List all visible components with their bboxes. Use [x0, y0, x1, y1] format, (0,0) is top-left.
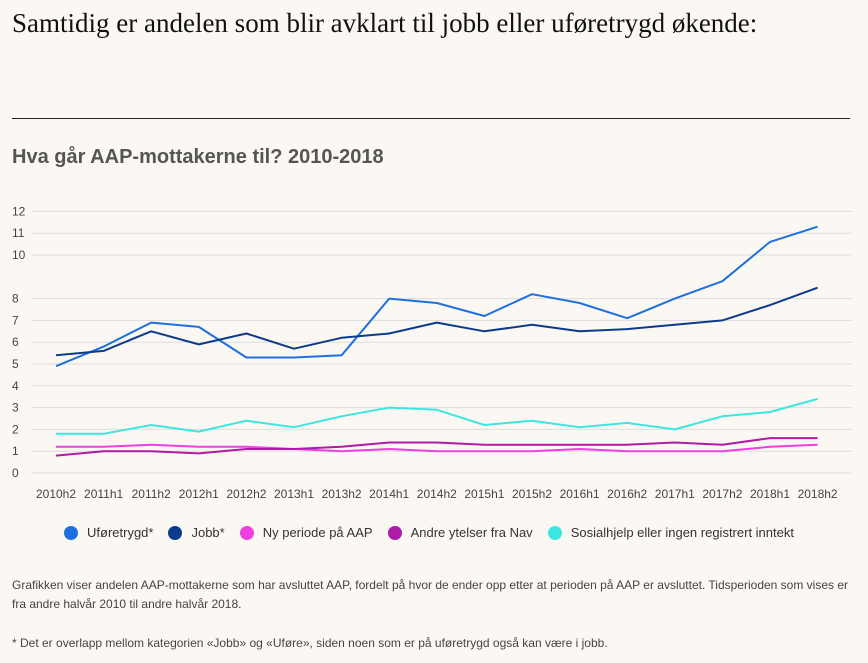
legend-item: Andre ytelser fra Nav	[388, 525, 533, 540]
y-tick-label: 6	[12, 335, 19, 349]
y-tick-label: 3	[12, 401, 19, 415]
series-line	[56, 288, 818, 356]
legend-swatch	[240, 526, 254, 540]
legend-label: Sosialhjelp eller ingen registrert innte…	[571, 525, 794, 540]
chart-note: Grafikken viser andelen AAP-mottakerne s…	[12, 576, 852, 614]
legend-item: Sosialhjelp eller ingen registrert innte…	[548, 525, 794, 540]
chart-legend: Uføretrygd* Jobb* Ny periode på AAP Andre y…	[64, 525, 809, 540]
legend-label: Ny periode på AAP	[263, 525, 373, 540]
legend-item: Uføretrygd*	[64, 525, 153, 540]
footnote: * Det er overlapp mellom kategorien «Job…	[12, 636, 608, 650]
y-tick-label: 4	[12, 379, 19, 393]
x-tick-label: 2018h1	[750, 487, 790, 501]
x-tick-label: 2016h2	[607, 487, 647, 501]
y-tick-label: 12	[12, 204, 26, 218]
series-line	[56, 445, 818, 452]
legend-label: Andre ytelser fra Nav	[411, 525, 533, 540]
legend-swatch	[548, 526, 562, 540]
x-tick-label: 2017h2	[702, 487, 742, 501]
legend-label: Uføretrygd*	[87, 525, 153, 540]
x-tick-label: 2015h2	[512, 487, 552, 501]
x-tick-label: 2011h1	[84, 487, 123, 501]
legend-swatch	[168, 526, 182, 540]
x-tick-label: 2012h2	[226, 487, 266, 501]
y-tick-label: 7	[12, 313, 19, 327]
legend-swatch	[64, 526, 78, 540]
x-tick-label: 2013h2	[322, 487, 362, 501]
x-tick-label: 2015h1	[464, 487, 504, 501]
y-tick-label: 1	[12, 444, 19, 458]
x-tick-label: 2014h1	[369, 487, 409, 501]
y-tick-label: 2	[12, 422, 19, 436]
y-tick-label: 5	[12, 357, 19, 371]
x-tick-label: 2016h1	[560, 487, 600, 501]
series-line	[56, 227, 818, 367]
legend-item: Jobb*	[168, 525, 224, 540]
legend-swatch	[388, 526, 402, 540]
x-tick-label: 2013h1	[274, 487, 314, 501]
x-tick-label: 2014h2	[417, 487, 457, 501]
y-tick-label: 8	[12, 292, 19, 306]
headline: Samtidig er andelen som blir avklart til…	[12, 8, 757, 39]
legend-label: Jobb*	[191, 525, 224, 540]
y-tick-label: 10	[12, 248, 26, 262]
x-tick-label: 2012h1	[179, 487, 219, 501]
x-tick-label: 2017h1	[655, 487, 695, 501]
series-line	[56, 399, 818, 434]
series-line	[56, 438, 818, 456]
chart-title: Hva går AAP-mottakerne til? 2010-2018	[12, 146, 384, 169]
x-tick-label: 2018h2	[798, 487, 838, 501]
y-tick-label: 0	[12, 466, 19, 480]
x-tick-label: 2011h2	[132, 487, 171, 501]
x-tick-label: 2010h2	[36, 487, 76, 501]
divider	[12, 118, 850, 119]
y-tick-label: 11	[12, 226, 25, 240]
legend-item: Ny periode på AAP	[240, 525, 373, 540]
